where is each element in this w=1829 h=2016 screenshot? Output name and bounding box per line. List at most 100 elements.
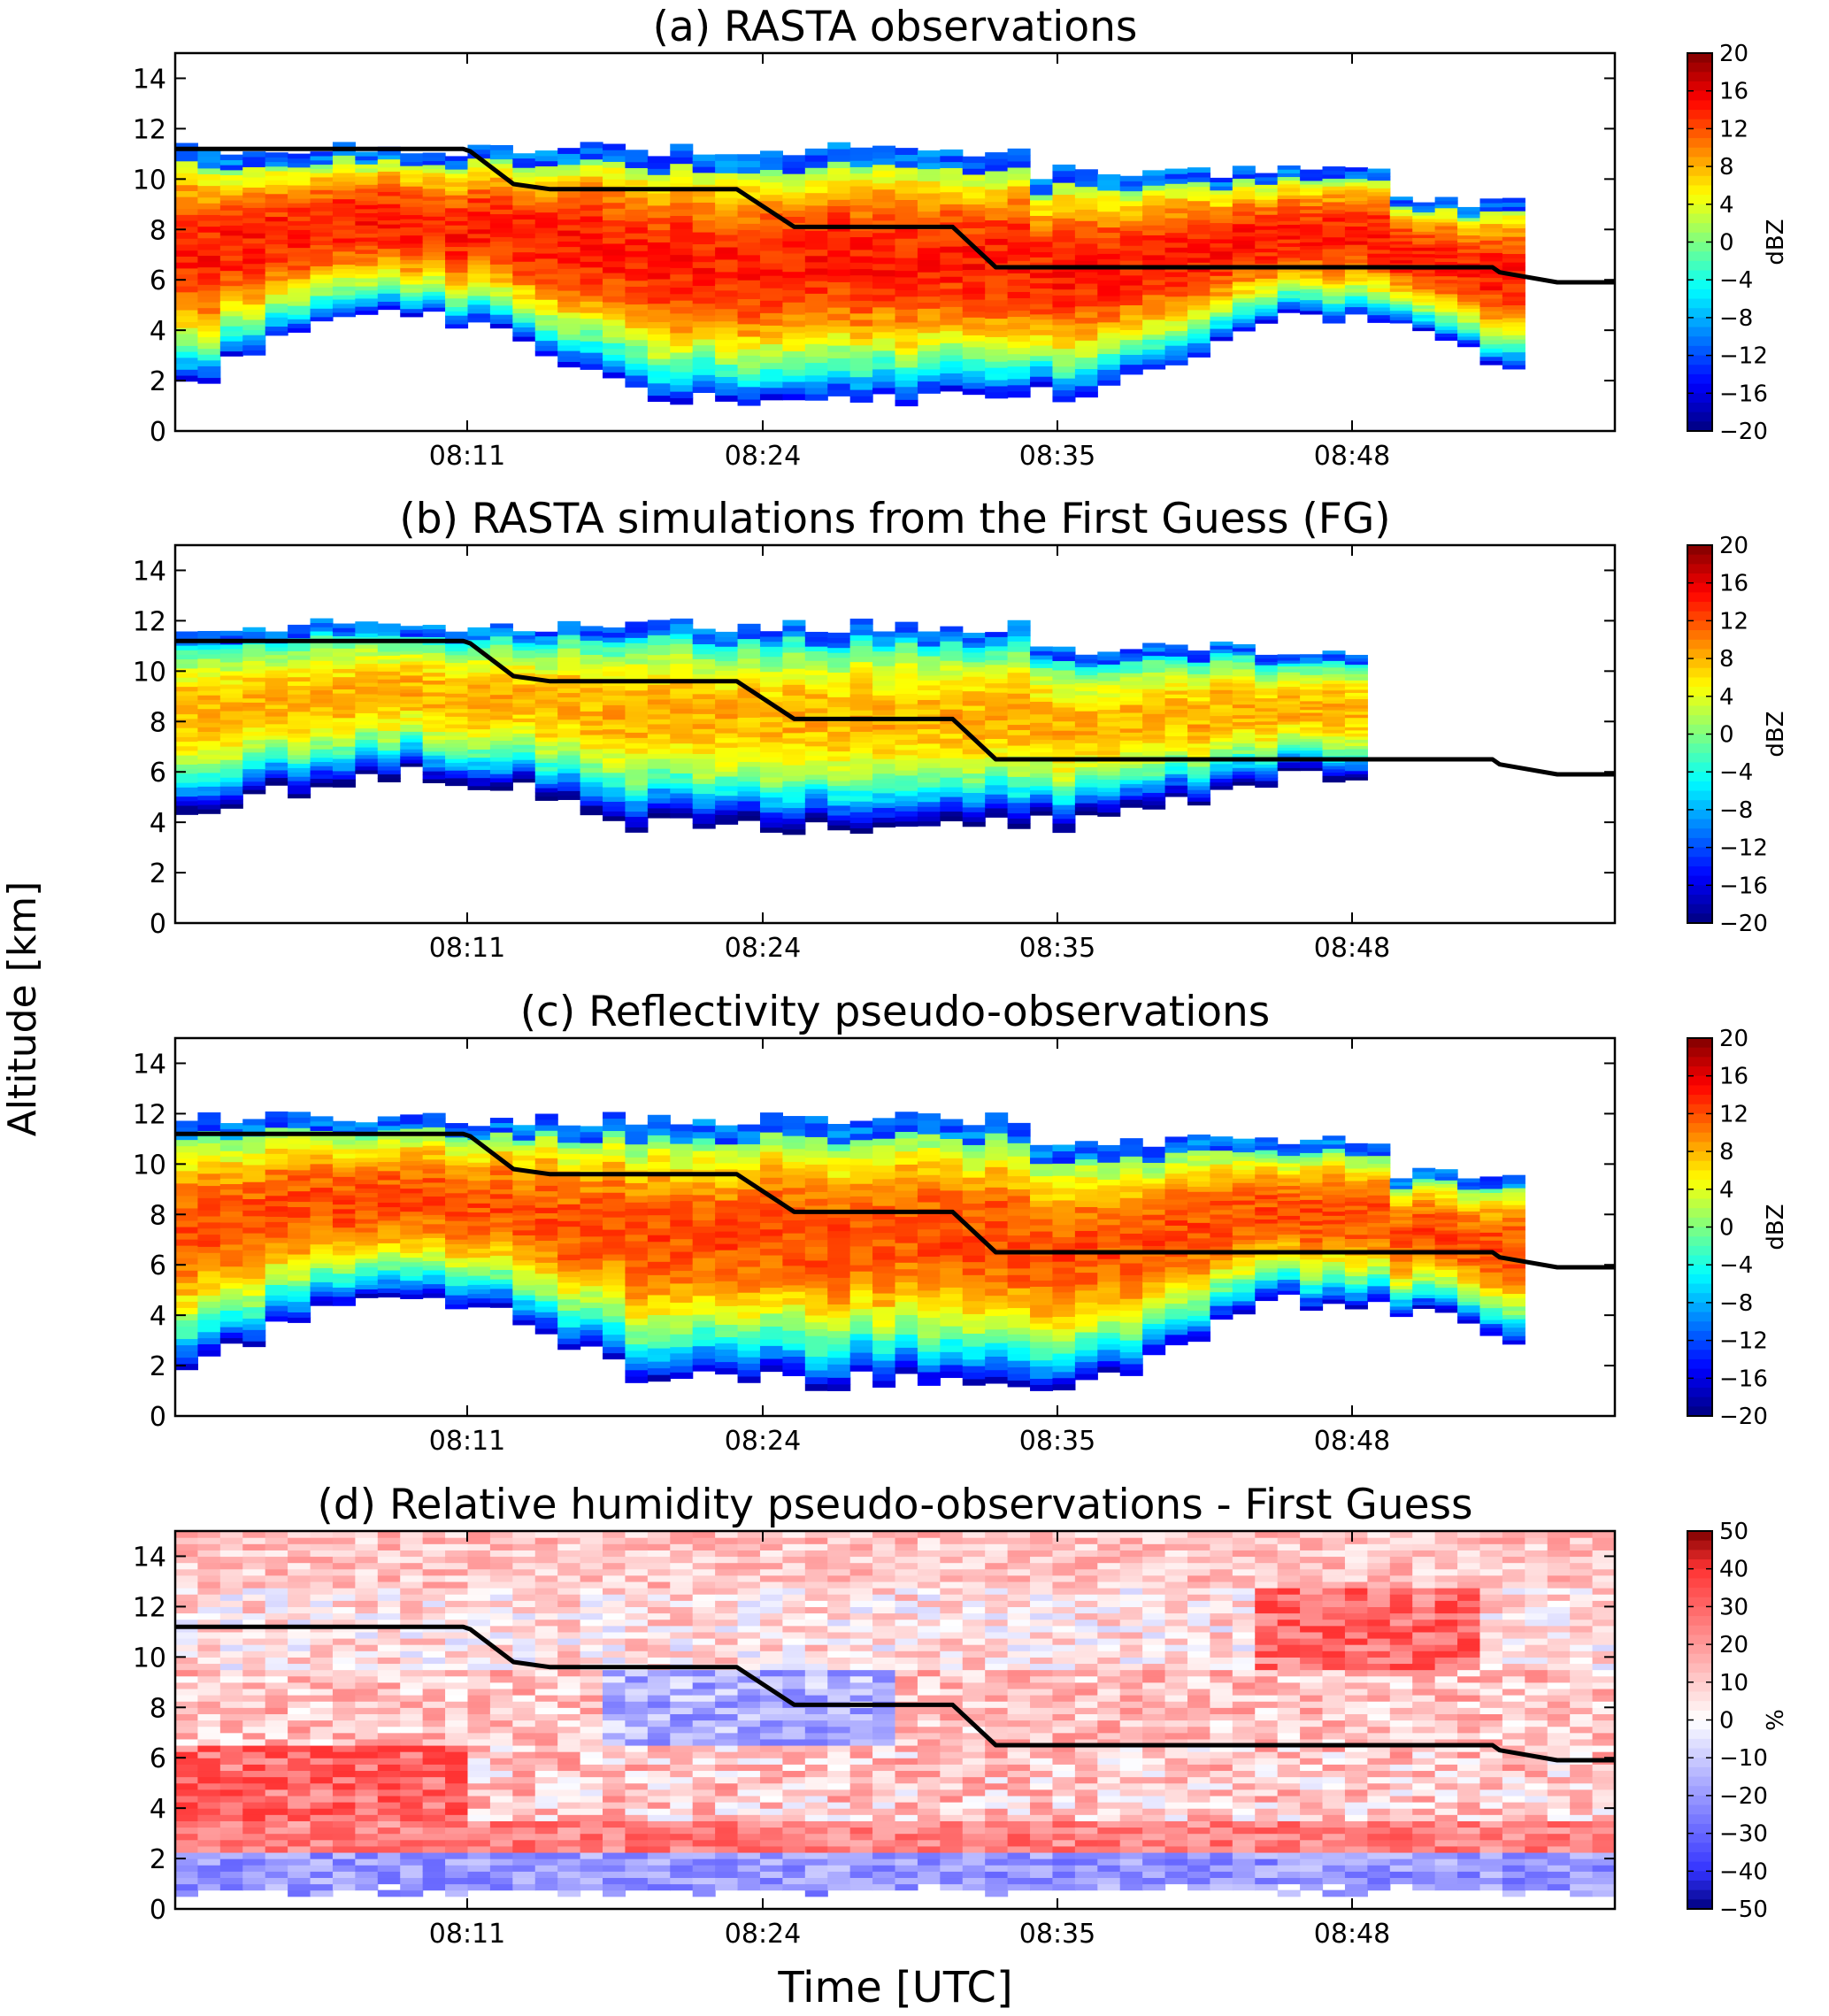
colorbar-tick-label-b: −16 [1719,873,1768,899]
figure-ylabel: Altitude [km] [0,881,45,1137]
colorbar-tick-label-a: 8 [1719,154,1734,181]
ytick-label-c: 2 [150,1351,166,1382]
colorbar-tick-label-b: −8 [1719,797,1753,824]
ytick-label-d: 4 [150,1794,166,1825]
colorbar-tick-label-c: −16 [1719,1366,1768,1392]
colorbar-tick-label-d: −30 [1719,1821,1768,1848]
ytick-label-d: 6 [150,1743,166,1774]
ytick-label-b: 12 [133,606,166,637]
ytick-label-b: 10 [133,657,166,688]
colorbar-tick-label-c: 4 [1719,1177,1734,1204]
colorbar-a: 20 16 12 8 4 0 −4 −8 −12 −16 −20 dBZ [1687,41,1789,445]
colorbar-tick-label-d: 50 [1719,1519,1748,1545]
colorbar-tick-label-c: 12 [1719,1101,1748,1127]
ytick-label-a: 0 [150,417,166,448]
xtick-label-b: 08:48 [1314,933,1390,964]
plot-frame-d [173,1529,1617,1911]
ytick-label-a: 8 [150,215,166,246]
colorbar-tick-label-c: −20 [1719,1404,1768,1430]
flight-track-line-b [175,638,1615,777]
plot-frame-b [173,543,1617,925]
ytick-label-b: 0 [150,909,166,940]
xtick-label-d: 08:48 [1314,1919,1390,1950]
field-c [175,1111,1525,1391]
ytick-label-c: 0 [150,1402,166,1433]
ytick-label-b: 8 [150,707,166,738]
xtick-label-c: 08:24 [725,1426,801,1457]
xtick-label-d: 08:35 [1019,1919,1095,1950]
ytick-label-a: 4 [150,316,166,347]
colorbar-tick-label-a: −4 [1719,267,1753,294]
colorbar-tick-label-d: 30 [1719,1594,1748,1620]
colorbar-tick-label-b: 12 [1719,608,1748,635]
xtick-label-b: 08:11 [429,933,505,964]
plot-frame-a [173,51,1617,433]
colorbar-tick-label-d: 40 [1719,1557,1748,1583]
panel-c: (c) Reflectivity pseudo-observations 0 2 4 6… [133,988,1789,1457]
colorbar-b: 20 16 12 8 4 0 −4 −8 −12 −16 −20 dBZ [1687,533,1789,937]
flight-track-line-d [175,1624,1615,1763]
colorbar-tick-label-a: 20 [1719,41,1748,67]
xtick-label-a: 08:35 [1019,441,1095,472]
colorbar-tick-label-c: 20 [1719,1026,1748,1052]
colorbar-tick-label-c: 16 [1719,1064,1748,1090]
colorbar-tick-label-a: −16 [1719,381,1768,407]
ytick-label-a: 12 [133,114,166,145]
ytick-label-c: 6 [150,1250,166,1281]
xtick-label-b: 08:35 [1019,933,1095,964]
colorbar-tick-label-d: −40 [1719,1858,1768,1885]
colorbar-tick-label-b: 16 [1719,571,1748,597]
colorbar-tick-label-b: 8 [1719,646,1734,673]
xtick-label-a: 08:11 [429,441,505,472]
colorbar-label-c: dBZ [1763,1204,1789,1250]
panel-title-a: (a) RASTA observations [653,3,1138,51]
ytick-label-d: 14 [133,1542,166,1573]
colorbar-tick-label-c: −8 [1719,1290,1753,1317]
colorbar-label-b: dBZ [1763,711,1789,757]
panel-b: (b) RASTA simulations from the First Gue… [133,495,1789,964]
xtick-label-a: 08:48 [1314,441,1390,472]
xtick-label-d: 08:11 [429,1919,505,1950]
ytick-label-a: 2 [150,366,166,397]
xtick-label-c: 08:11 [429,1426,505,1457]
colorbar-tick-label-c: 0 [1719,1215,1734,1242]
panel-d: (d) Relative humidity pseudo-observation… [133,1481,1789,1950]
colorbar-tick-label-d: −10 [1719,1745,1768,1772]
ytick-label-a: 10 [133,165,166,196]
plot-frame-c [173,1036,1617,1418]
flight-track-line-c [175,1131,1615,1270]
colorbar-tick-label-d: 20 [1719,1632,1748,1658]
field-b [175,618,1368,835]
ytick-label-d: 0 [150,1895,166,1926]
colorbar-tick-label-d: 0 [1719,1708,1734,1735]
xtick-label-c: 08:48 [1314,1426,1390,1457]
panel-title-b: (b) RASTA simulations from the First Gue… [399,495,1390,543]
xtick-label-b: 08:24 [725,933,801,964]
colorbar-c: 20 16 12 8 4 0 −4 −8 −12 −16 −20 dBZ [1687,1026,1789,1430]
ytick-label-b: 2 [150,858,166,889]
ytick-label-c: 10 [133,1150,166,1181]
colorbar-tick-label-a: 16 [1719,79,1748,105]
panel-title-c: (c) Reflectivity pseudo-observations [520,988,1271,1036]
ytick-label-d: 12 [133,1592,166,1623]
colorbar-tick-label-c: −4 [1719,1252,1753,1279]
colorbar-tick-label-d: −50 [1719,1897,1768,1923]
xtick-label-d: 08:24 [725,1919,801,1950]
colorbar-tick-label-a: 0 [1719,230,1734,257]
colorbar-tick-label-a: 4 [1719,192,1734,219]
ytick-label-a: 6 [150,265,166,296]
ytick-label-d: 8 [150,1693,166,1724]
field-a [175,142,1525,407]
flight-track-line-a [175,146,1615,285]
ytick-label-b: 6 [150,758,166,789]
ytick-label-a: 14 [133,64,166,95]
ytick-label-c: 8 [150,1200,166,1231]
colorbar-label-a: dBZ [1763,219,1789,265]
ytick-label-c: 14 [133,1049,166,1080]
colorbar-tick-label-c: −12 [1719,1328,1768,1355]
colorbar-tick-label-a: −8 [1719,305,1753,332]
ytick-label-d: 2 [150,1844,166,1875]
colorbar-tick-label-a: −20 [1719,419,1768,445]
